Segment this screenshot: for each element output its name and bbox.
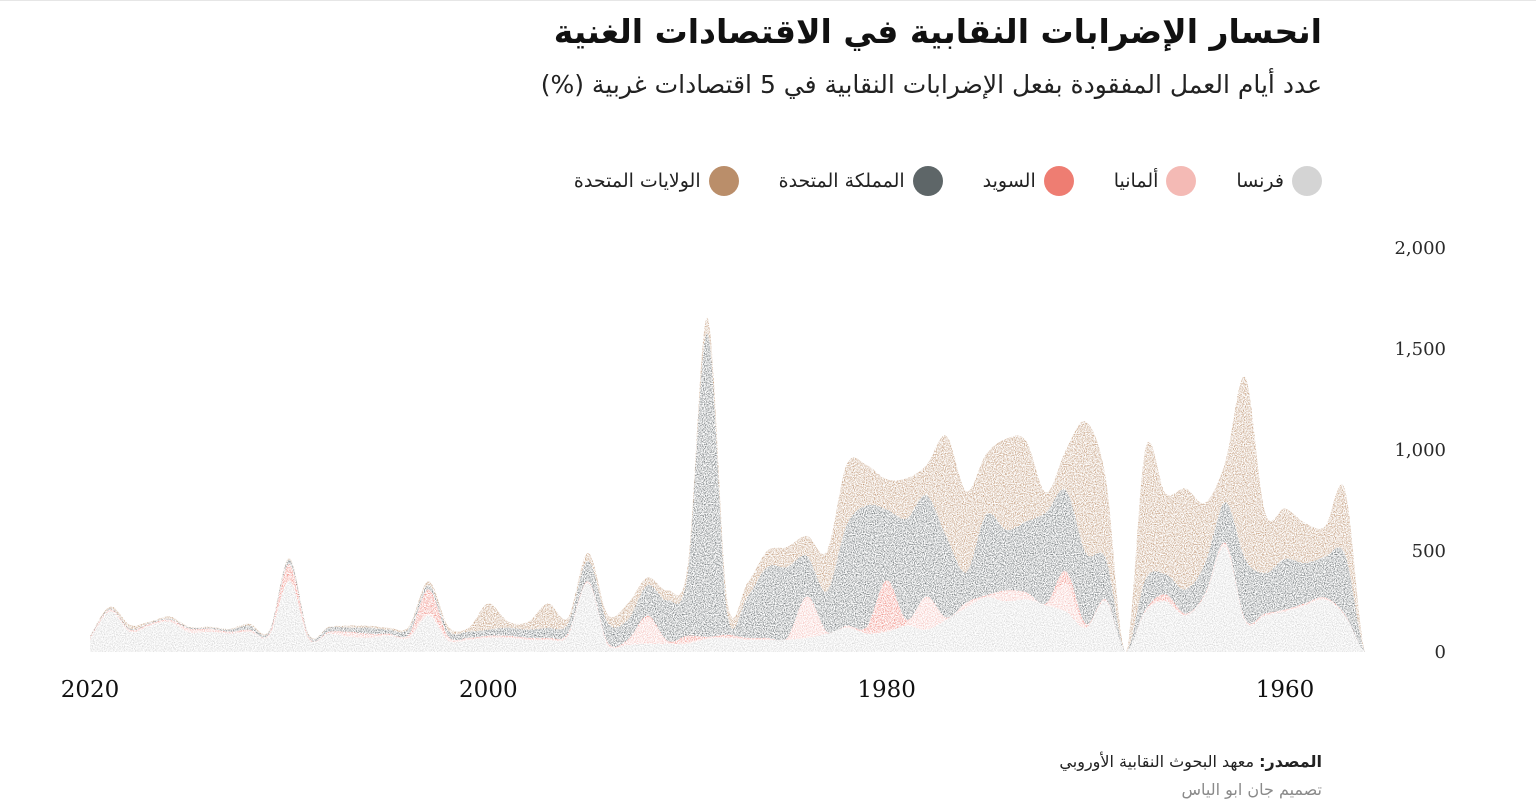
design-credit: تصميم جان ابو الياس xyxy=(1181,780,1322,799)
x-tick-label: 2020 xyxy=(61,677,120,703)
source-note: المصدر: معهد البحوث النقابية الأوروبي xyxy=(1059,752,1322,771)
legend-swatch-usa xyxy=(708,166,739,196)
legend: فرنسا ألمانيا السويد المملكة المتحدة الو… xyxy=(574,166,1322,196)
x-axis: 1960 1980 2000 2020 xyxy=(61,677,1315,703)
chart-subtitle: عدد أيام العمل المفقودة بفعل الإضرابات ا… xyxy=(540,70,1322,99)
y-tick-label: 0 xyxy=(1435,642,1446,663)
y-axis: 0 500 1,000 1,500 2,000 xyxy=(1394,238,1446,663)
x-tick-label: 1980 xyxy=(857,677,916,703)
area-uk xyxy=(90,333,1385,652)
legend-label-usa: الولايات المتحدة xyxy=(573,170,701,192)
x-tick-label: 1960 xyxy=(1256,677,1315,703)
legend-label-sweden: السويد xyxy=(982,170,1036,192)
legend-swatch-germany xyxy=(1166,166,1197,196)
legend-swatch-france xyxy=(1292,166,1322,196)
y-tick-label: 500 xyxy=(1412,541,1446,562)
legend-item-germany: ألمانيا xyxy=(1114,166,1197,196)
area-layers xyxy=(90,317,1385,652)
top-divider xyxy=(0,0,1536,1)
y-tick-label: 1,000 xyxy=(1394,440,1446,461)
legend-item-france: فرنسا xyxy=(1236,166,1322,196)
legend-item-sweden: السويد xyxy=(983,166,1074,196)
legend-label-germany: ألمانيا xyxy=(1113,170,1159,192)
stacked-area-chart: 0 500 1,000 1,500 2,000 1960 1980 2000 2020 xyxy=(61,238,1446,703)
area-sweden xyxy=(90,542,1385,652)
legend-swatch-uk xyxy=(912,166,943,196)
area-france xyxy=(90,546,1385,652)
source-text: معهد البحوث النقابية الأوروبي xyxy=(1059,752,1255,771)
source-label: المصدر: xyxy=(1259,752,1322,771)
legend-label-uk: المملكة المتحدة xyxy=(778,170,905,192)
legend-item-uk: المملكة المتحدة xyxy=(779,166,943,196)
y-tick-label: 2,000 xyxy=(1394,238,1446,259)
legend-item-usa: الولايات المتحدة xyxy=(574,166,739,196)
x-tick-label: 2000 xyxy=(459,677,518,703)
legend-label-france: فرنسا xyxy=(1236,170,1284,192)
y-tick-label: 1,500 xyxy=(1394,339,1446,360)
legend-swatch-sweden xyxy=(1043,166,1074,196)
chart-title: انحسار الإضرابات النقابية في الاقتصادات … xyxy=(553,12,1322,51)
